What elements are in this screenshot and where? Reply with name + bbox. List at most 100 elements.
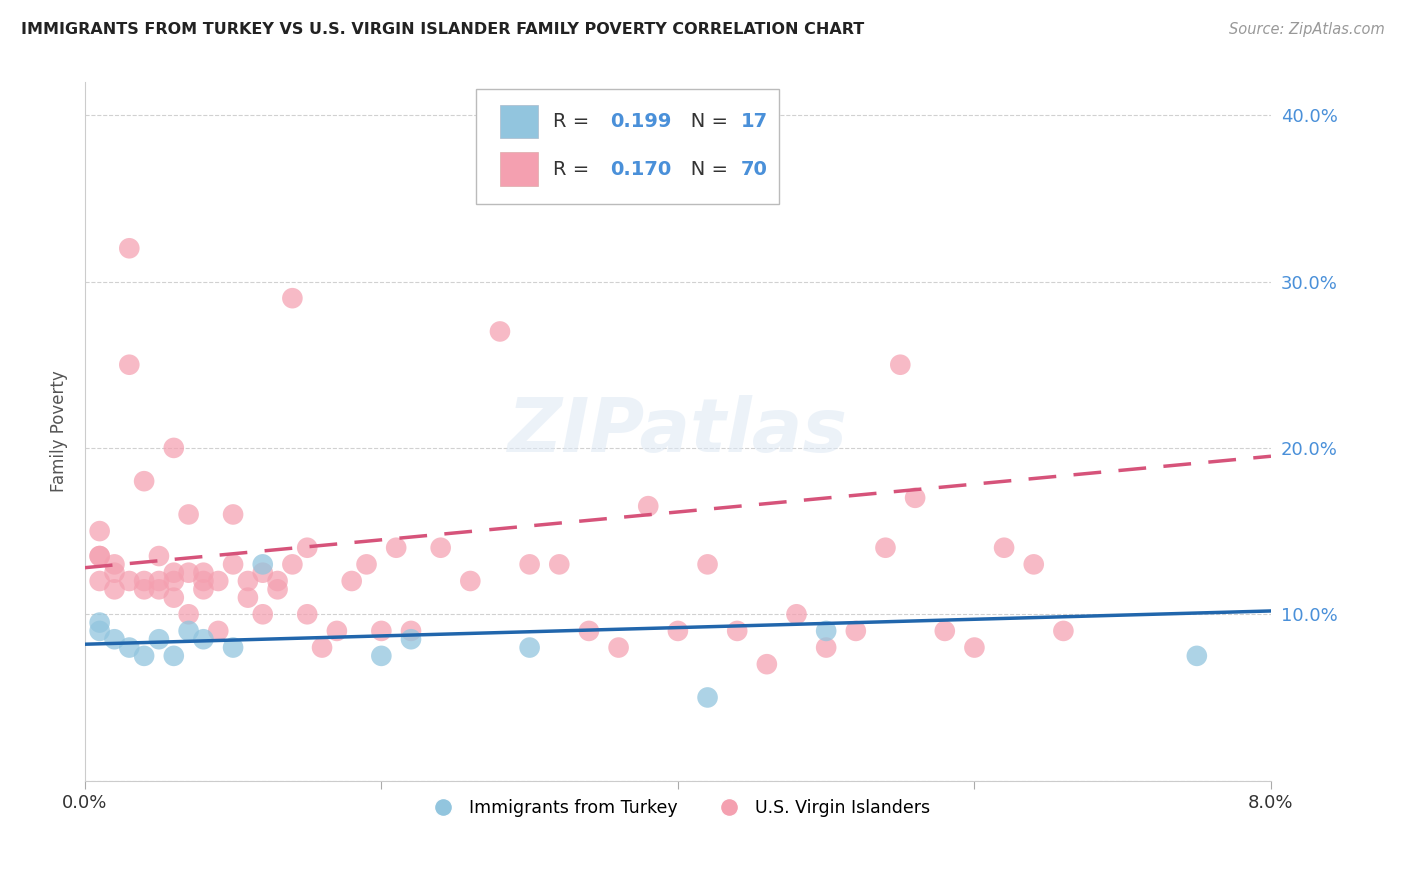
Point bbox=[815, 624, 838, 638]
Point bbox=[934, 624, 956, 638]
Point bbox=[134, 474, 156, 488]
Point bbox=[578, 624, 600, 638]
Text: R =: R = bbox=[554, 112, 596, 131]
Text: 17: 17 bbox=[741, 112, 768, 131]
Point bbox=[875, 541, 897, 555]
Point bbox=[755, 657, 778, 672]
Text: Source: ZipAtlas.com: Source: ZipAtlas.com bbox=[1229, 22, 1385, 37]
Point bbox=[1022, 558, 1045, 572]
Point bbox=[548, 558, 571, 572]
Point bbox=[666, 624, 689, 638]
Point bbox=[385, 541, 408, 555]
Point bbox=[103, 558, 125, 572]
Point bbox=[177, 624, 200, 638]
Point bbox=[460, 574, 482, 588]
Point bbox=[786, 607, 808, 622]
Point bbox=[519, 558, 541, 572]
Point bbox=[399, 632, 422, 647]
Point bbox=[89, 549, 111, 563]
Text: N =: N = bbox=[672, 112, 734, 131]
Point bbox=[252, 558, 274, 572]
Point bbox=[163, 574, 186, 588]
Point bbox=[148, 632, 170, 647]
Text: IMMIGRANTS FROM TURKEY VS U.S. VIRGIN ISLANDER FAMILY POVERTY CORRELATION CHART: IMMIGRANTS FROM TURKEY VS U.S. VIRGIN IS… bbox=[21, 22, 865, 37]
Point bbox=[1052, 624, 1074, 638]
Point bbox=[845, 624, 868, 638]
Point bbox=[370, 624, 392, 638]
Point bbox=[118, 640, 141, 655]
Point bbox=[177, 566, 200, 580]
Point bbox=[356, 558, 378, 572]
Point bbox=[118, 241, 141, 255]
Point bbox=[326, 624, 349, 638]
Point bbox=[148, 582, 170, 597]
Point bbox=[177, 607, 200, 622]
Point bbox=[993, 541, 1015, 555]
Text: 70: 70 bbox=[741, 160, 768, 178]
Bar bbox=[501, 105, 538, 138]
Point bbox=[134, 574, 156, 588]
Point bbox=[222, 558, 245, 572]
Point bbox=[252, 607, 274, 622]
Point bbox=[193, 582, 215, 597]
Point bbox=[904, 491, 927, 505]
Point bbox=[193, 574, 215, 588]
Point bbox=[89, 524, 111, 538]
Point bbox=[815, 640, 838, 655]
Point bbox=[89, 574, 111, 588]
Point bbox=[177, 508, 200, 522]
Point bbox=[607, 640, 630, 655]
Point bbox=[281, 291, 304, 305]
FancyBboxPatch shape bbox=[477, 89, 779, 204]
Text: 0.199: 0.199 bbox=[610, 112, 672, 131]
Point bbox=[134, 582, 156, 597]
Point bbox=[519, 640, 541, 655]
Bar bbox=[501, 153, 538, 186]
Point bbox=[297, 607, 319, 622]
Text: ZIPatlas: ZIPatlas bbox=[508, 395, 848, 467]
Point bbox=[489, 325, 512, 339]
Point bbox=[696, 690, 718, 705]
Point bbox=[163, 566, 186, 580]
Point bbox=[266, 574, 288, 588]
Point bbox=[148, 574, 170, 588]
Point bbox=[370, 648, 392, 663]
Point bbox=[163, 648, 186, 663]
Point bbox=[163, 441, 186, 455]
Text: R =: R = bbox=[554, 160, 596, 178]
Point bbox=[399, 624, 422, 638]
Text: N =: N = bbox=[672, 160, 734, 178]
Point bbox=[103, 582, 125, 597]
Point bbox=[118, 574, 141, 588]
Point bbox=[725, 624, 748, 638]
Point bbox=[252, 566, 274, 580]
Point bbox=[1185, 648, 1208, 663]
Point bbox=[193, 632, 215, 647]
Point bbox=[103, 566, 125, 580]
Point bbox=[118, 358, 141, 372]
Point bbox=[236, 591, 259, 605]
Point bbox=[297, 541, 319, 555]
Point bbox=[103, 632, 125, 647]
Point bbox=[311, 640, 333, 655]
Point bbox=[889, 358, 911, 372]
Point bbox=[193, 566, 215, 580]
Point bbox=[429, 541, 451, 555]
Point bbox=[340, 574, 363, 588]
Point bbox=[696, 558, 718, 572]
Point bbox=[207, 624, 229, 638]
Point bbox=[637, 499, 659, 513]
Point bbox=[134, 648, 156, 663]
Point bbox=[148, 549, 170, 563]
Point bbox=[963, 640, 986, 655]
Text: 0.170: 0.170 bbox=[610, 160, 672, 178]
Point bbox=[89, 549, 111, 563]
Point bbox=[222, 508, 245, 522]
Point bbox=[89, 615, 111, 630]
Legend: Immigrants from Turkey, U.S. Virgin Islanders: Immigrants from Turkey, U.S. Virgin Isla… bbox=[419, 792, 938, 824]
Point bbox=[266, 582, 288, 597]
Point bbox=[222, 640, 245, 655]
Point bbox=[236, 574, 259, 588]
Point bbox=[207, 574, 229, 588]
Point bbox=[89, 624, 111, 638]
